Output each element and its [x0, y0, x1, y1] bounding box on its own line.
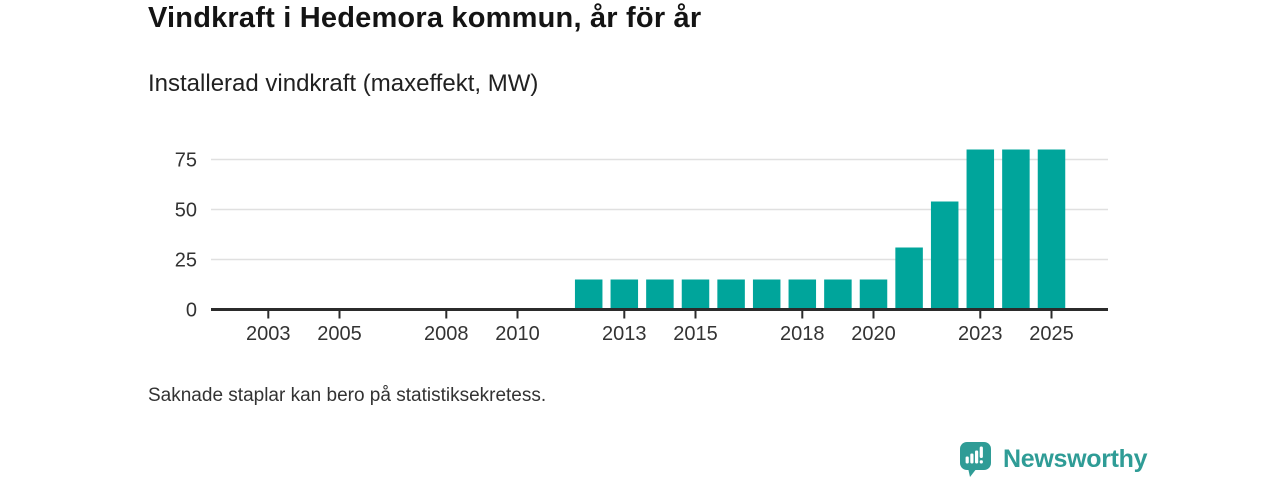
- chart-title: Vindkraft i Hedemora kommun, år för år: [148, 2, 702, 34]
- bar-chart-pin-icon: [958, 441, 994, 477]
- bar-2022: [930, 201, 959, 310]
- x-axis-label: 2025: [1029, 323, 1074, 345]
- newsworthy-logo: Newsworthy: [958, 441, 1148, 477]
- bar-2018: [788, 279, 817, 310]
- bar-2021: [895, 247, 923, 310]
- bar-2017: [752, 279, 781, 310]
- bar-2012: [574, 279, 603, 310]
- chart-subtitle: Installerad vindkraft (maxeffekt, MW): [148, 70, 539, 97]
- x-axis-label: 2015: [673, 323, 718, 345]
- bar-2013: [610, 279, 639, 310]
- y-axis-label: 25: [175, 250, 197, 272]
- bar-2024: [1002, 149, 1030, 310]
- footnote: Saknade staplar kan bero på statistiksek…: [148, 385, 547, 406]
- y-axis-label: 50: [175, 200, 197, 222]
- x-axis-label: 2005: [317, 323, 362, 345]
- x-axis-label: 2013: [602, 323, 647, 345]
- newsworthy-logo-text: Newsworthy: [1003, 444, 1148, 473]
- bar-2015: [681, 279, 710, 310]
- x-axis-label: 2003: [246, 323, 291, 345]
- x-axis-label: 2023: [958, 323, 1003, 345]
- bar-2025: [1037, 149, 1066, 310]
- bar-2020: [859, 279, 888, 310]
- x-axis-label: 2010: [495, 323, 540, 345]
- bar-2023: [966, 149, 995, 310]
- x-axis-label: 2020: [851, 323, 896, 345]
- bar-2019: [824, 279, 852, 310]
- x-axis-label: 2008: [424, 323, 469, 345]
- y-axis-label: 75: [175, 150, 197, 172]
- x-axis-label: 2018: [780, 323, 825, 345]
- y-axis-label: 0: [186, 300, 197, 322]
- bar-2014: [646, 279, 674, 310]
- bar-2016: [717, 279, 745, 310]
